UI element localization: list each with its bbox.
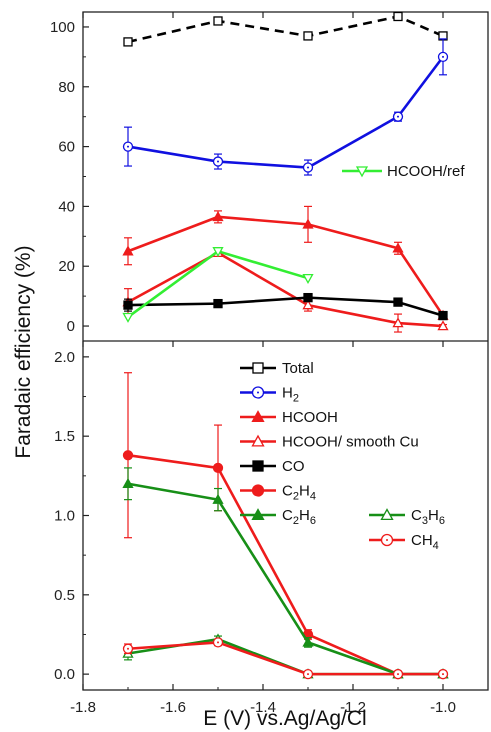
top-data-point <box>213 298 223 309</box>
legend-marker-dot <box>257 391 259 394</box>
legend-label: C3H6 <box>411 507 445 527</box>
bottom-data-point-dot <box>397 673 399 676</box>
plot-frame <box>82 11 489 691</box>
legend-entry: HCOOH <box>240 409 338 426</box>
top-y-tick-label: 40 <box>58 198 75 215</box>
top-data-point <box>122 312 134 323</box>
legend-label: Total <box>282 360 314 377</box>
x-tick-label: -1.4 <box>250 699 276 716</box>
bottom-y-tick-label: 2.0 <box>54 349 75 366</box>
x-tick-label: -1.0 <box>430 699 456 716</box>
legend-entry: C2H4 <box>240 483 316 503</box>
bottom-data-point <box>212 493 224 504</box>
bottom-data-point <box>212 462 224 474</box>
legend-entry-hcooh-ref: HCOOH/ref <box>342 163 465 180</box>
top-data-point-dot <box>442 55 444 58</box>
legend-label: C2H6 <box>282 507 316 527</box>
top-series-hcooh_smooth <box>122 246 449 333</box>
legend-marker-dot <box>386 539 388 541</box>
top-data-point <box>302 273 314 285</box>
top-data-point <box>393 11 403 22</box>
bottom-data-point <box>122 450 134 461</box>
legend-entry: C3H6 <box>369 507 445 527</box>
top-y-tick-label: 20 <box>58 258 75 275</box>
legend-label: HCOOH/ smooth Cu <box>282 434 419 451</box>
bottom-data-point <box>302 636 314 647</box>
top-data-point <box>302 218 314 229</box>
legend-entry: H2 <box>240 385 299 405</box>
top-data-point <box>303 31 313 41</box>
top-data-point <box>123 300 133 310</box>
top-data-point <box>212 211 224 222</box>
legend-label: CH4 <box>411 532 439 552</box>
top-y-tick-label: 60 <box>58 139 75 156</box>
top-series-h2 <box>122 38 449 176</box>
top-data-point <box>302 299 314 310</box>
top-y-tick-label: 0 <box>67 318 75 335</box>
x-axis-label: E (V) vs.Ag/Ag/Cl <box>203 707 366 730</box>
bottom-data-point-dot <box>307 673 309 676</box>
top-data-point <box>392 242 404 253</box>
top-data-point <box>123 37 133 47</box>
x-tick-label: -1.2 <box>340 699 366 716</box>
bottom-data-point-dot <box>127 647 129 650</box>
legend-label: CO <box>282 458 305 475</box>
legend-marker <box>252 460 264 472</box>
top-data-point <box>303 292 313 303</box>
y-axis-label: Faradaic efficiency (%) <box>12 245 35 458</box>
legend-marker <box>251 484 265 497</box>
top-data-point <box>438 310 448 321</box>
top-data-point <box>213 16 223 26</box>
bottom-data-point-dot <box>442 673 444 676</box>
legend-label: H2 <box>282 385 299 405</box>
legend-entry: HCOOH/ smooth Cu <box>240 434 419 451</box>
top-y-tick-label: 80 <box>58 79 75 96</box>
bottom-y-tick-label: 0.0 <box>54 666 75 683</box>
x-tick-label: -1.8 <box>70 699 96 716</box>
top-data-point-dot <box>217 160 219 163</box>
bottom-y-tick-label: 1.5 <box>54 428 75 445</box>
legend-label: C2H4 <box>282 483 316 503</box>
bottom-y-tick-label: 1.0 <box>54 508 75 525</box>
bottom-data-point-dot <box>217 641 219 644</box>
legend-marker <box>251 508 265 521</box>
legend-entry: CH4 <box>369 532 439 552</box>
top-series-ref <box>122 247 314 323</box>
x-tick-label: -1.6 <box>160 699 186 716</box>
legend-marker <box>251 434 265 447</box>
top-data-point-dot <box>397 115 399 118</box>
top-data-point <box>212 247 224 258</box>
top-data-point <box>392 317 404 328</box>
legend-marker <box>252 362 264 374</box>
top-data-point-dot <box>127 145 129 148</box>
top-series-hcooh <box>122 205 449 320</box>
top-data-point <box>437 320 449 331</box>
top-data-point <box>393 297 403 307</box>
legend-entry: C2H6 <box>240 507 316 527</box>
top-data-point-dot <box>307 166 309 169</box>
bottom-data-point <box>122 477 134 489</box>
top-series-line <box>127 251 444 328</box>
legend-label: HCOOH <box>282 409 338 426</box>
bottom-series-ch4 <box>122 637 449 680</box>
legend-entry: CO <box>240 458 305 475</box>
legend-entry: Total <box>240 360 314 377</box>
legend-marker <box>380 508 394 521</box>
legend-marker <box>251 410 265 423</box>
bottom-y-tick-label: 0.5 <box>54 587 75 604</box>
legend-marker <box>355 166 369 178</box>
top-data-point <box>122 245 134 256</box>
top-y-tick-label: 100 <box>50 19 75 36</box>
top-series-co <box>123 292 448 321</box>
legend-label-hcooh-ref: HCOOH/ref <box>387 163 465 180</box>
